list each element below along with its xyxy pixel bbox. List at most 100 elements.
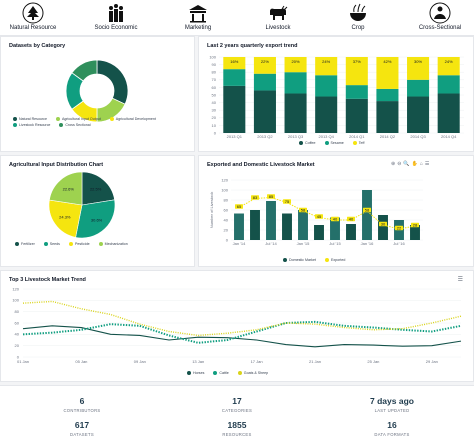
legend-item[interactable]: Coffee [299,141,316,145]
y-tick-label: 60 [224,207,229,212]
stacked-bar-segment [315,96,338,133]
stacked-bar-segment [345,98,368,133]
pie-slice-label: 30.6% [91,218,103,223]
cow-icon [270,5,288,20]
exported-point-label-box [379,221,387,227]
horses-line [22,325,462,348]
legend-swatch [59,123,64,127]
domestic-market-bar [266,201,276,240]
tree-icon [22,2,44,24]
legend-item[interactable]: Exported [324,258,345,262]
legend-item[interactable]: Sesame [324,141,344,145]
legend-swatch [13,117,17,121]
domestic-market-bar [410,225,420,240]
y-tick-label: 60 [212,85,217,90]
stacked-bar-segment [223,57,246,70]
pie-slice [48,199,83,238]
nav-marketing[interactable]: Marketing [176,0,220,34]
domestic-market-bar [330,217,340,240]
nav-livestock[interactable]: Livestock [256,0,300,34]
nav-label: Marketing [184,25,212,31]
bar-data-label: 20% [292,59,300,64]
y-tick-label: 40 [15,332,20,337]
menu-icon[interactable]: ☰ [424,161,430,167]
y-tick-label: 120 [12,286,19,291]
domestic-market-bar [362,190,372,240]
legend-item[interactable]: Domestic Market [283,258,316,262]
menu-icon[interactable]: ☰ [457,277,463,283]
legend-item[interactable]: Pesticide [68,242,90,246]
legend-item[interactable]: Teff [352,141,364,145]
legend-item[interactable]: Cross Sectional [59,123,91,127]
pie-slice-label: 24.3% [59,215,71,220]
stacked-bar-segment [253,57,276,74]
donut-slice [96,59,129,105]
zoom-in-icon[interactable]: ⊕ [391,161,396,167]
panel-title: Agricultural Input Distribution Chart [9,162,104,168]
legend-label: Natural Resource [19,117,47,121]
stat-label: DATA FORMATS [374,432,410,437]
legend-item[interactable]: Mechanization [98,242,128,246]
legend-item[interactable]: Horses [187,371,204,375]
nav-cross-sectional[interactable]: Cross-Sectional [412,0,468,34]
exported-point-label-box [347,216,355,222]
exported-point-label-box [331,216,339,222]
agricultural-input-pie-chart: 22.5% 30.6% 24.3% 22.6% [48,171,116,239]
nav-crop[interactable]: Crop [340,0,376,34]
exported-point-label: 40 [333,216,338,221]
exported-point-label-box [411,222,419,228]
pan-icon[interactable]: ✋ [411,161,418,167]
bar-data-label: 24% [445,59,453,64]
magnifier-icon[interactable]: 🔍 [403,161,410,167]
agricultural-input-panel: Agricultural Input Distribution Chart 22… [0,155,195,267]
legend-label: Mechanization [104,242,128,246]
livestock-legend: Domestic Market Exported [283,258,345,262]
stacked-bar-segment [407,79,430,97]
nav-socio-economic[interactable]: Socio Economic [88,0,144,34]
legend-swatch [55,117,60,121]
legend-label: Coffee [305,141,316,145]
category-donut-chart [65,59,129,123]
stacked-bar-segment [437,75,460,94]
legend-item[interactable]: Seeds [43,242,60,246]
nav-natural-resource[interactable]: Natural Resource [8,0,58,34]
stacked-bar-segment [376,57,399,89]
bar-data-label: 42% [383,59,391,64]
legend-item[interactable]: Agricultural Input Output [55,117,101,121]
exported-point-label: 58 [301,207,306,212]
stat-label: DATASETS [70,432,94,437]
x-tick-label: 2014 Q1 [349,134,365,139]
home-icon[interactable]: ⌂ [419,161,423,167]
stat-label: CATEGORIES [221,408,253,413]
zoom-out-icon[interactable]: ⊖ [397,161,402,167]
x-tick-label: Jul '14 [265,241,277,246]
legend-item[interactable]: Fertilizer [15,242,35,246]
legend-item[interactable]: Natural Resource [13,117,47,121]
stat-value: 16 [387,420,397,430]
legend-swatch [352,141,357,145]
pie-slice-label: 22.5% [90,187,102,192]
legend-label: Seeds [49,242,60,246]
livestock-market-chart: 0 20 40 60 80 100 120 Number of Livestock Jan '1… [209,177,423,246]
y-tick-label: 20 [224,227,229,232]
y-tick-label: 40 [212,100,217,105]
x-tick-label: 17 Jan [251,359,263,364]
exported-point-label: 40 [349,216,354,221]
x-tick-label: 2013 Q4 [319,134,335,139]
bar-data-label: 24% [322,59,330,64]
legend-item[interactable]: Goats & Sheep [237,371,268,375]
x-tick-label: Jul '15 [329,241,341,246]
x-tick-label: 05 Jan [75,359,87,364]
legend-label: Horses [193,371,205,375]
stacked-bar-segment [253,73,276,91]
exported-point-label: 83 [253,195,258,200]
legend-swatch [43,242,48,246]
exported-point-label: 75 [285,199,290,204]
legend-label: Fertilizer [21,242,35,246]
y-tick-label: 120 [221,177,228,182]
legend-item[interactable]: Cattle [213,371,229,375]
x-tick-label: 25 Jan [367,359,379,364]
legend-item[interactable]: Livestock Resource [13,123,50,127]
export-legend: Coffee Sesame Teff [299,141,364,145]
legend-item[interactable]: Agricultural Development [109,117,156,121]
